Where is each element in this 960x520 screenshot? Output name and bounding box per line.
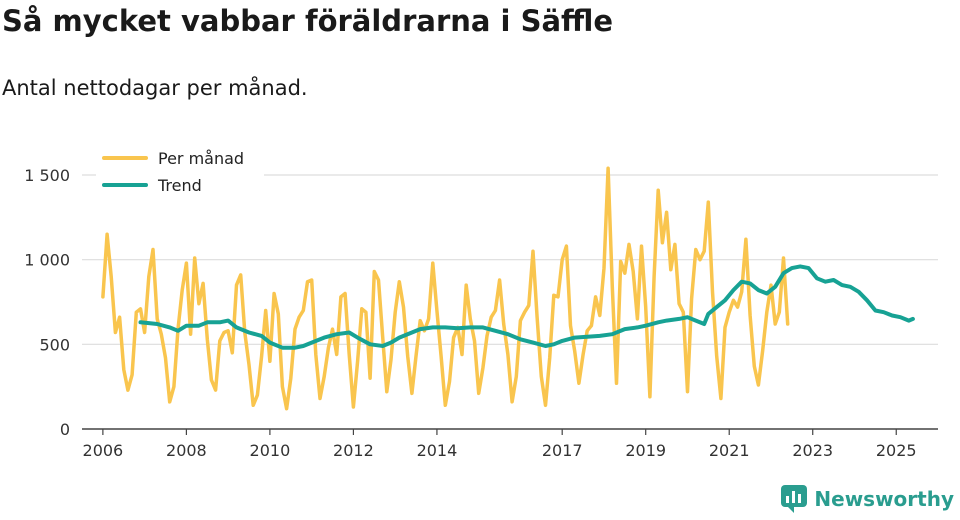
chart-title: Så mycket vabbar föräldrarna i Säffle [2,4,614,38]
legend-label-monthly: Per månad [158,149,244,168]
newsworthy-logo-icon [781,485,808,513]
series-line-per-manad [101,166,790,411]
x-tick-label: 2023 [792,441,833,460]
brand-name: Newsworthy [814,487,954,511]
x-tick-label: 2012 [333,441,374,460]
brand-logo: Newsworthy [780,484,954,514]
x-tick-label: 2014 [417,441,458,460]
line-chart: 0 500 1 000 1 500 2006 2008 2010 2012 2014 2017 20… [24,144,938,460]
x-tick-label: 2010 [250,441,291,460]
x-tick-label: 2021 [709,441,750,460]
y-tick-label: 0 [60,420,70,439]
x-tick-label: 2008 [166,441,207,460]
chart-subtitle: Antal nettodagar per månad. [2,76,308,100]
series-lines [101,166,915,411]
legend-label-trend: Trend [157,176,202,195]
y-tick-label: 1 000 [24,251,70,270]
legend-background [96,144,264,204]
x-tick-label: 2006 [83,441,124,460]
x-tick-label: 2025 [876,441,917,460]
axes: 0 500 1 000 1 500 2006 2008 2010 2012 2014 2017 20… [24,166,938,460]
legend: Per månad Trend [96,144,264,204]
x-tick-label: 2019 [625,441,666,460]
series-line-trend [138,264,915,350]
x-tick-label: 2017 [542,441,583,460]
y-tick-label: 500 [39,335,70,354]
y-tick-label: 1 500 [24,166,70,185]
